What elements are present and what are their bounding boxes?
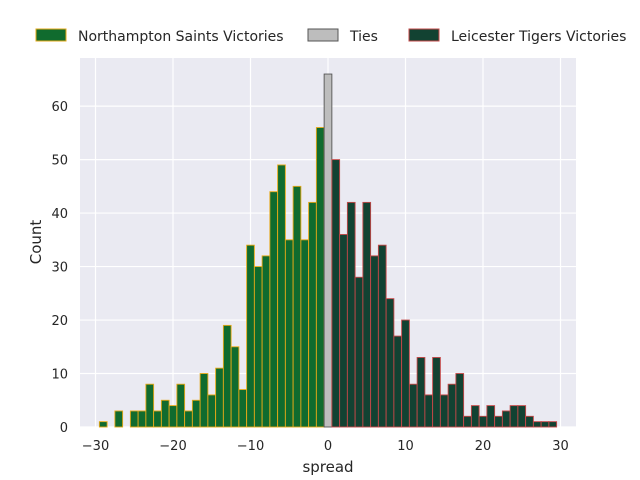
histogram-bar xyxy=(532,421,542,428)
y-axis-label: Count xyxy=(27,220,45,265)
histogram-bar xyxy=(362,201,372,428)
histogram-bar xyxy=(284,239,294,428)
histogram-bar xyxy=(261,255,271,428)
histogram-bar xyxy=(176,383,186,428)
histogram-bar xyxy=(129,410,139,428)
histogram-bar xyxy=(486,405,496,428)
histogram-bar xyxy=(509,405,519,428)
y-tick-label: 10 xyxy=(51,368,68,383)
histogram-bar xyxy=(114,410,124,428)
histogram-bar xyxy=(540,421,550,428)
y-tick-label: 0 xyxy=(60,421,68,436)
y-tick-label: 50 xyxy=(51,154,68,169)
y-tick-label: 40 xyxy=(51,207,68,222)
histogram-bar xyxy=(339,234,348,428)
histogram-bar xyxy=(168,405,178,428)
histogram-bar xyxy=(315,127,325,428)
histogram-bar xyxy=(145,383,155,428)
histogram-bar xyxy=(184,410,193,428)
histogram-bar xyxy=(401,319,410,428)
histogram-bar xyxy=(238,389,248,428)
x-tick-label: −30 xyxy=(82,439,109,454)
x-tick-labels: −30 −20 −10 0 10 20 30 xyxy=(82,439,569,454)
histogram-bar xyxy=(501,410,511,428)
y-tick-label: 30 xyxy=(51,261,68,276)
histogram-bar xyxy=(160,399,170,428)
legend-label: Leicester Tigers Victories xyxy=(451,29,626,45)
bars xyxy=(98,73,558,428)
legend-label: Northampton Saints Victories xyxy=(78,29,284,45)
legend-swatch xyxy=(408,28,440,42)
histogram-bar xyxy=(439,394,449,428)
histogram-bar xyxy=(207,394,217,428)
histogram-bar xyxy=(494,415,503,428)
histogram-bar xyxy=(323,73,333,428)
histogram-bar xyxy=(447,383,457,428)
histogram-bar xyxy=(548,421,558,428)
x-tick-label: −10 xyxy=(237,439,264,454)
histogram-bar xyxy=(370,255,379,428)
histogram-bar xyxy=(385,298,395,428)
histogram-bar xyxy=(300,239,310,428)
histogram-bar xyxy=(246,244,255,428)
x-tick-label: −20 xyxy=(159,439,186,454)
x-axis-label: spread xyxy=(302,458,353,476)
legend-label: Ties xyxy=(349,29,378,45)
histogram-bar xyxy=(408,383,418,428)
histogram-bar xyxy=(153,410,162,428)
histogram-bar xyxy=(463,415,472,428)
y-tick-label: 60 xyxy=(51,100,68,115)
histogram-bar xyxy=(277,164,286,428)
histogram-bar xyxy=(308,201,317,428)
legend-swatch xyxy=(35,28,67,42)
histogram-bar xyxy=(424,394,434,428)
legend-swatch xyxy=(307,28,339,42)
histogram-bar xyxy=(199,373,209,428)
histogram-bar xyxy=(230,346,240,428)
x-tick-label: 20 xyxy=(475,439,492,454)
legend: Northampton Saints Victories Ties Leiceste… xyxy=(35,28,626,45)
x-tick-label: 10 xyxy=(397,439,414,454)
histogram-bar xyxy=(191,399,201,428)
histogram-bar xyxy=(222,324,232,428)
histogram-bar xyxy=(470,405,480,428)
y-tick-labels: 0 10 20 30 40 50 60 xyxy=(51,100,68,436)
histogram-bar xyxy=(98,421,108,428)
histogram-bar xyxy=(331,159,341,428)
histogram-bar xyxy=(253,266,263,428)
histogram-bar xyxy=(455,373,465,428)
histogram-bar xyxy=(137,410,147,428)
x-tick-label: 30 xyxy=(552,439,569,454)
histogram-bar xyxy=(215,367,224,428)
histogram-bar xyxy=(354,276,364,428)
histogram-bar xyxy=(377,244,387,428)
histogram-bar xyxy=(393,335,403,428)
histogram-bar xyxy=(346,201,356,428)
histogram-bar xyxy=(432,357,441,428)
histogram-bar xyxy=(517,405,527,428)
histogram-bar xyxy=(478,415,488,428)
histogram-bar xyxy=(292,185,302,428)
y-tick-label: 20 xyxy=(51,314,68,329)
histogram-bar xyxy=(525,415,534,428)
histogram-bar xyxy=(269,191,279,428)
histogram-bar xyxy=(416,357,426,428)
x-tick-label: 0 xyxy=(324,439,332,454)
